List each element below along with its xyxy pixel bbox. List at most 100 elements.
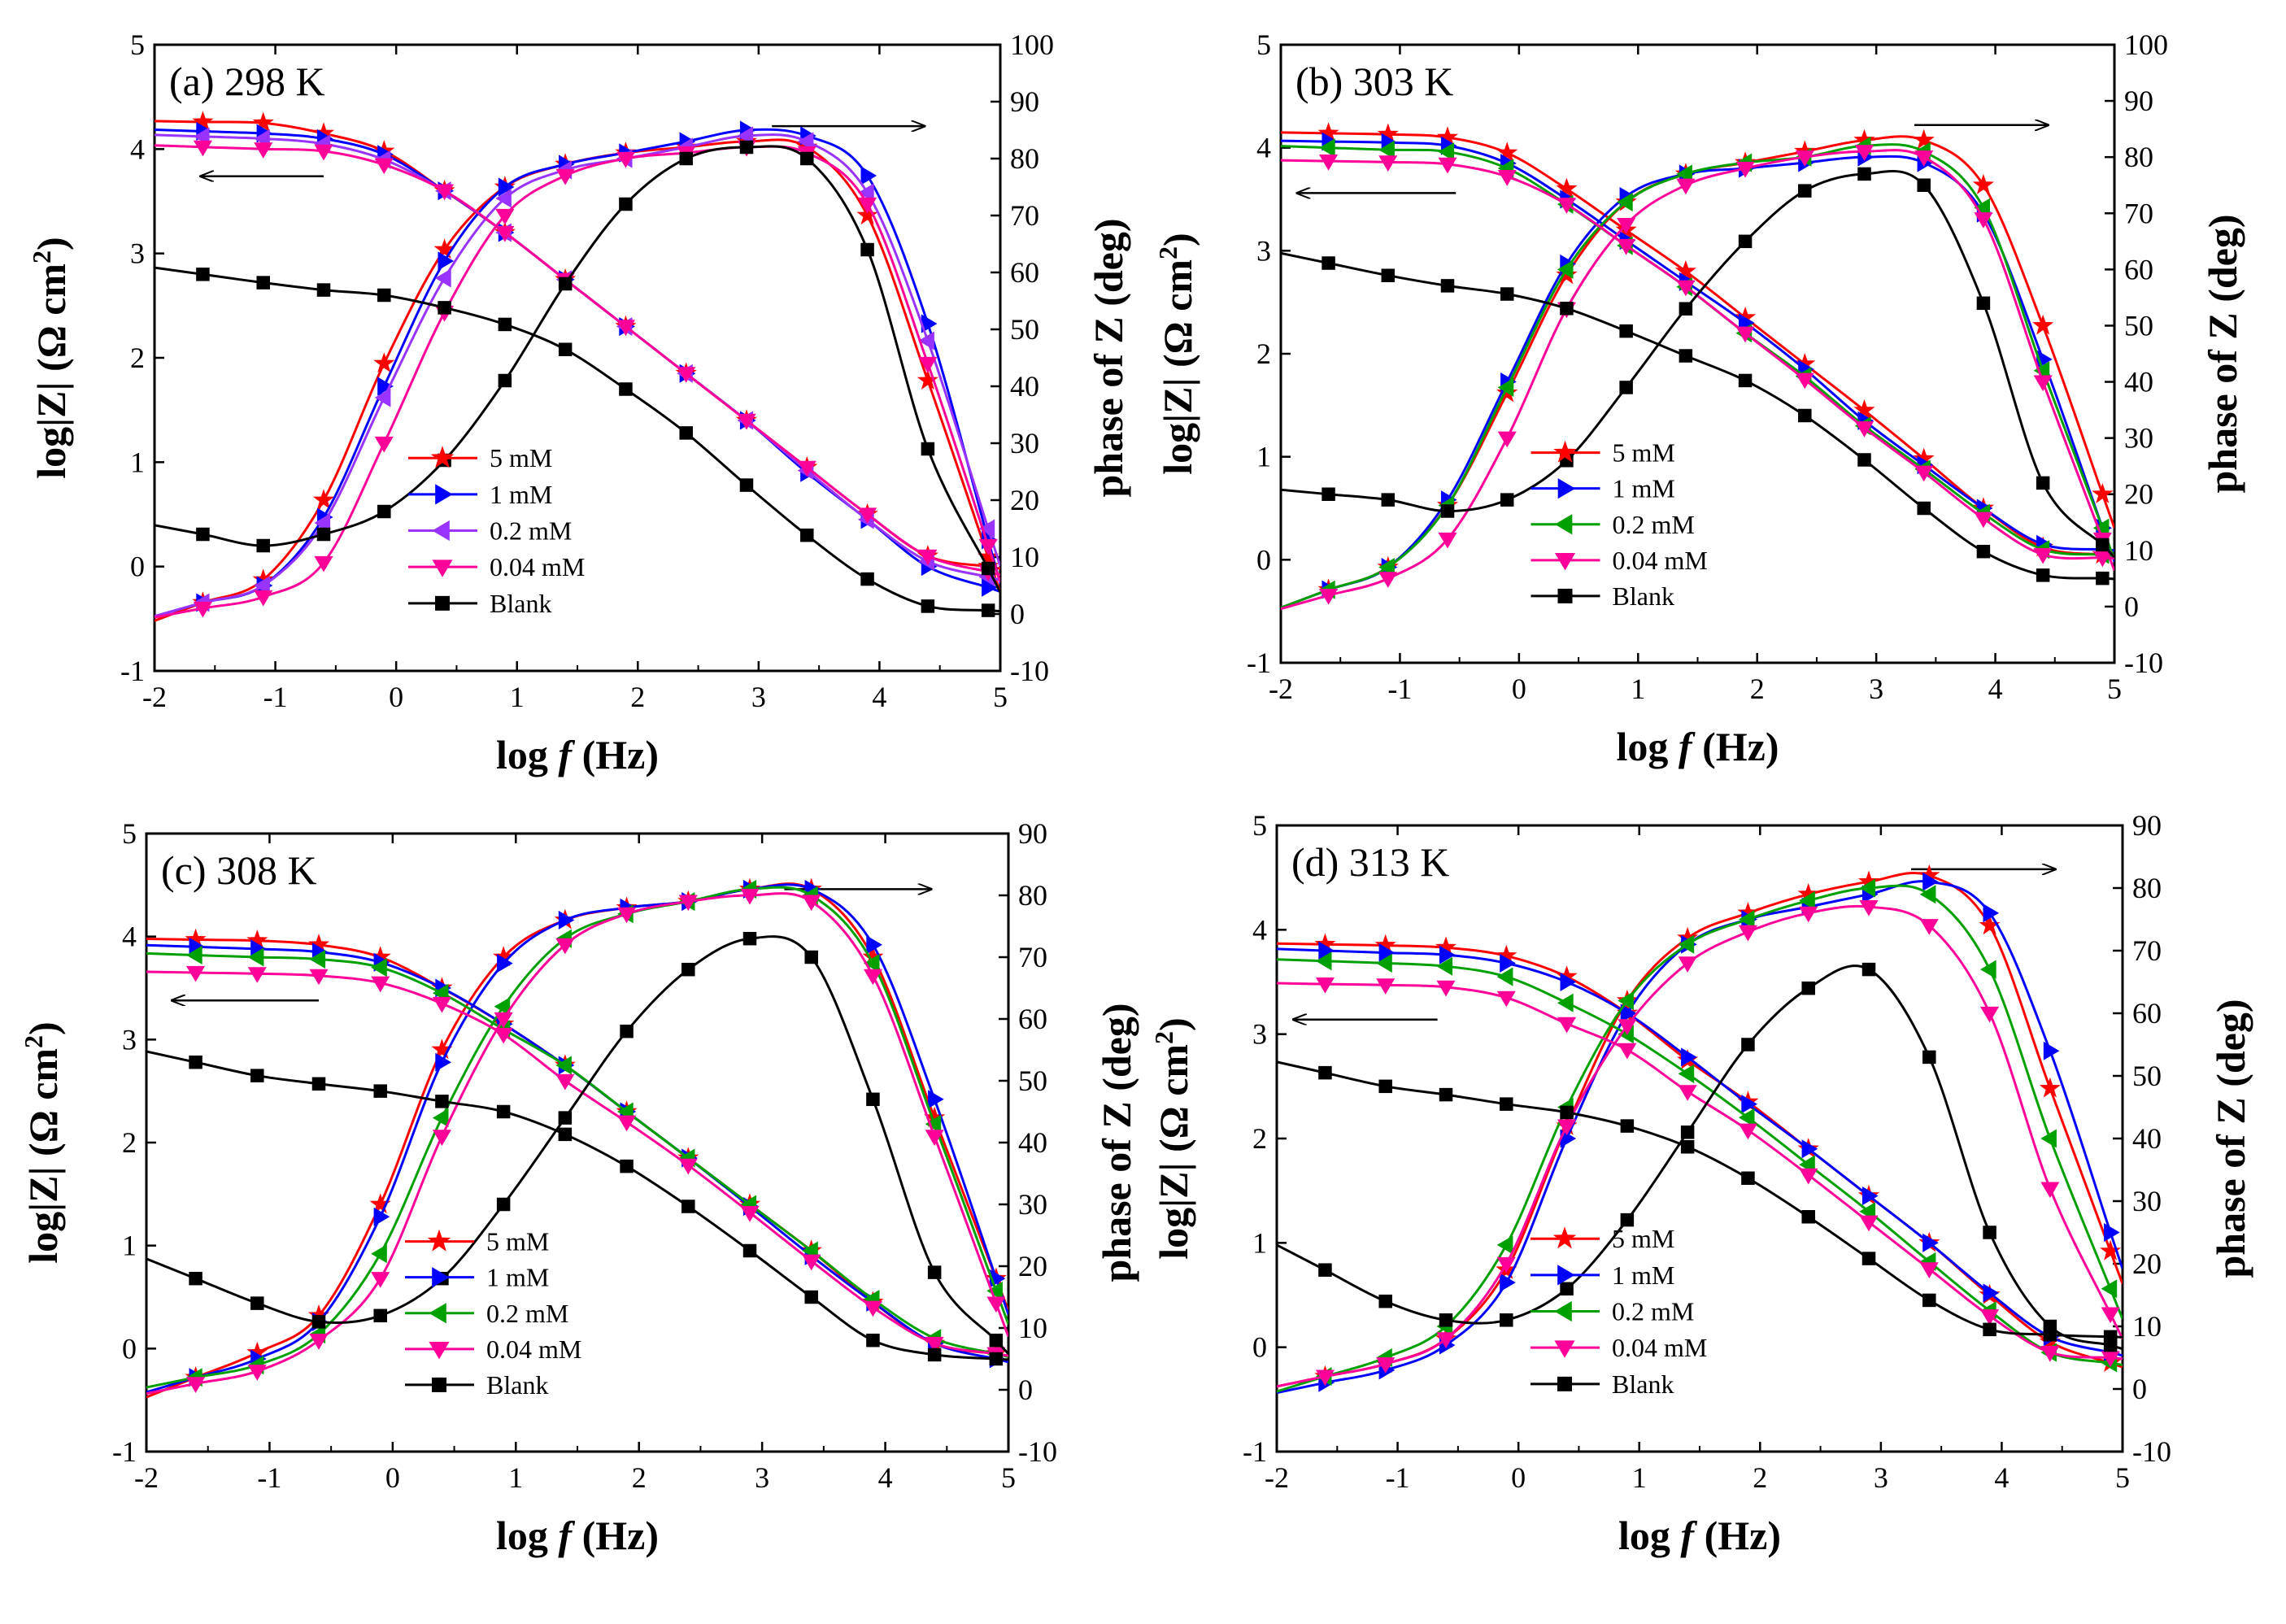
modulus-point [1314,933,1336,954]
x-tick-label: 5 [2107,673,2122,705]
phase-point [1319,589,1339,605]
phase-point [2040,1129,2057,1148]
panel-title: (d) 313 K [1291,839,1449,885]
modulus-point [1436,126,1459,147]
legend-marker [1554,1340,1575,1358]
phase-point [193,601,212,618]
phase-point [1496,1235,1513,1255]
modulus-point [496,1104,511,1119]
y-left-tick-label: 0 [1256,543,1271,576]
phase-point [314,555,333,573]
x-tick-label: -2 [1269,673,1293,705]
phase-curve [155,138,1000,622]
modulus-point [800,528,814,542]
modulus-point [1322,256,1335,270]
modulus-point [1620,1119,1635,1133]
y-right-tick-label: 20 [2132,1247,2162,1280]
phase-point [1914,150,1934,167]
y-left-tick-label: 5 [1252,809,1267,842]
phase-point [862,946,884,967]
modulus-point [1678,1064,1695,1083]
phase-point [254,576,270,595]
phase-point [555,938,575,955]
modulus-point [312,122,335,143]
modulus-point [1496,991,1516,1008]
phase-point [309,1334,329,1350]
modulus-point [1435,936,1457,957]
modulus-point [1319,155,1339,171]
modulus-point [377,288,391,303]
phase-point [1620,1004,1637,1023]
phase-point [252,568,274,590]
phase-curve [1281,155,2114,609]
modulus-point [432,996,451,1013]
phase-curve [1277,964,2123,1351]
phase-point [1917,178,1931,192]
x-tick-label: 5 [2115,1461,2130,1494]
y-right-tick-label: 80 [2124,141,2153,173]
x-tick-label: 0 [1512,673,1526,705]
phase-point [2043,1041,2060,1060]
phase-point [620,1024,634,1038]
phase-point [1983,903,2000,923]
phase-point [1983,1226,1996,1239]
phase-point [1436,1332,1456,1348]
y-left-tick-label: 4 [122,921,137,953]
phase-point [1976,296,1991,311]
x-tick-label: 5 [1001,1461,1016,1494]
y-left-tick-label: 3 [1256,234,1271,267]
modulus-point [1378,943,1396,963]
phase-point [1678,934,1695,954]
modulus-point [1440,279,1455,293]
phase-point [1496,1256,1516,1274]
phase-point [1980,1006,2000,1023]
y-right-tick-label: 50 [1010,313,1039,346]
legend-entry: 0.04 mM [486,1334,581,1364]
modulus-point [1318,941,1335,960]
modulus-point [1496,944,1517,965]
modulus-point [1794,352,1816,373]
modulus-point [2033,547,2053,564]
phase-point [860,166,877,185]
modulus-point [309,969,329,986]
phase-point [1500,1273,1516,1292]
modulus-point [1680,1140,1695,1154]
phase-point [1922,1050,1936,1065]
modulus-curve [1281,139,2114,552]
phase-point [1853,128,1875,150]
y-right-tick-label: 60 [1018,1003,1047,1035]
legend-entry: 1 mM [1613,474,1675,503]
legend-marker [432,520,450,542]
phase-point [1618,991,1634,1011]
modulus-point [1556,177,1578,198]
x-tick-label: 4 [878,1461,893,1494]
phase-point [1799,890,1815,910]
modulus-point [494,1027,513,1044]
phase-point [1322,487,1335,501]
phase-point [433,238,455,259]
phase-point [1677,926,1699,947]
phase-point [797,132,814,151]
y-left-tick-label: -1 [1247,647,1271,679]
x-tick-label: 4 [1994,1461,2009,1494]
modulus-point [2096,571,2110,586]
modulus-point [616,320,635,337]
y-left-tick-label: 4 [130,133,145,165]
phase-point [189,1271,202,1286]
y-right-tick-label: -10 [1018,1435,1057,1468]
legend-entry: 0.2 mM [1612,1297,1694,1326]
modulus-point [555,1056,572,1075]
legend: 5 mM 1 mM 0.2 mM 0.04 mM Blank [408,443,585,618]
phase-point [1798,184,1812,198]
phase-point [1680,1125,1695,1139]
y-right-tick-label: 100 [2124,28,2168,61]
modulus-point [981,603,995,617]
modulus-point [1439,945,1456,964]
modulus-point [1315,977,1335,994]
legend: 5 mM 1 mM 0.2 mM 0.04 mM Blank [1531,1224,1707,1399]
panel-3: -2 -1 0 1 2 3 4 5-1012345-100102030405060708090… [19,817,1139,1558]
phase-point [981,561,995,576]
modulus-curve [1277,1060,2123,1339]
y-left-tick-label: 5 [122,817,137,850]
y-right-tick-label: -10 [2132,1435,2171,1468]
